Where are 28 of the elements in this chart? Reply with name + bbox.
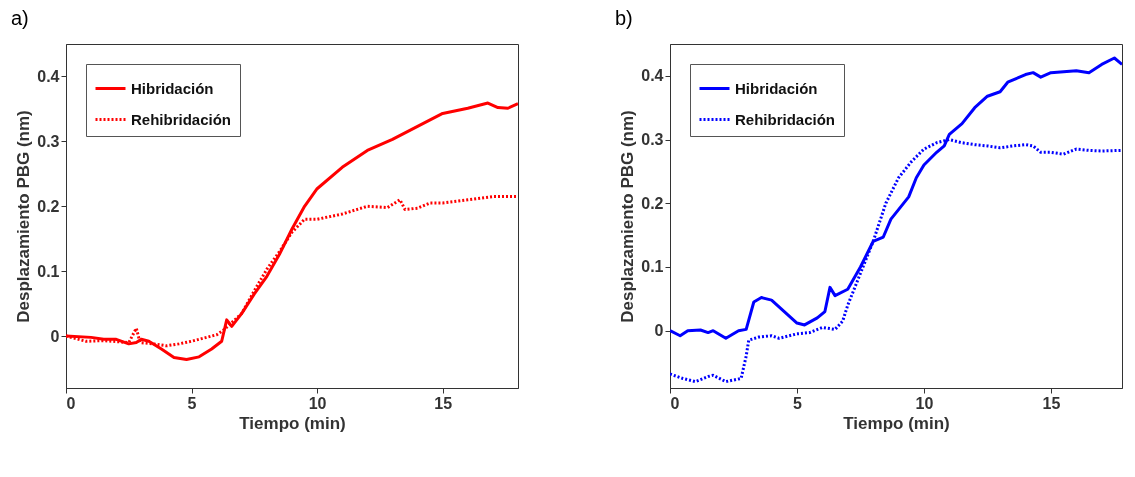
legend-label: Rehibridación [735, 110, 836, 128]
chart-title: a) [11, 7, 29, 29]
legend-label: Rehibridación [131, 110, 232, 128]
y-axis-title: Desplazamiento PBG (nm) [618, 110, 638, 323]
y-axis-title: Desplazamiento PBG (nm) [14, 110, 34, 323]
y-tick-label: 0.1 [37, 262, 60, 280]
y-tick-label: 0.4 [641, 67, 664, 85]
chart-title: b) [615, 7, 633, 29]
x-tick-label: 15 [434, 394, 453, 412]
y-tick-label: 0.2 [641, 194, 664, 212]
x-tick-label: 0 [66, 394, 76, 412]
x-tick-label: 10 [915, 394, 934, 412]
x-tick-label: 5 [793, 394, 803, 412]
y-tick-label: 0.1 [641, 258, 664, 276]
y-tick-label: 0.3 [641, 131, 664, 149]
x-axis-title: Tiempo (min) [239, 413, 346, 433]
x-tick-label: 0 [670, 394, 680, 412]
y-tick-label: 0 [654, 322, 664, 340]
x-tick-label: 10 [308, 394, 327, 412]
x-tick-label: 15 [1042, 394, 1061, 412]
x-tick-label: 5 [187, 394, 197, 412]
legend-label: Hibridación [735, 79, 818, 97]
y-tick-label: 0.2 [37, 197, 60, 215]
y-tick-label: 0 [50, 327, 60, 345]
legend-label: Hibridación [131, 79, 214, 97]
x-axis-title: Tiempo (min) [843, 413, 950, 433]
y-tick-label: 0.4 [37, 67, 60, 85]
y-tick-label: 0.3 [37, 132, 60, 150]
